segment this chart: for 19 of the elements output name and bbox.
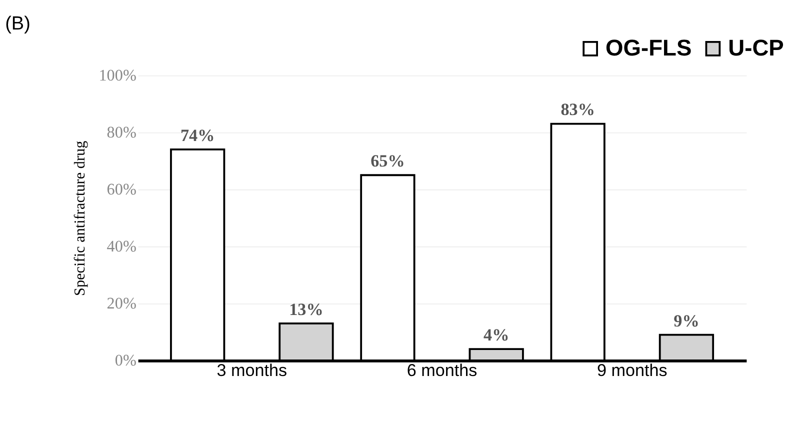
y-tick-label: 0% <box>114 352 136 370</box>
y-tick-label: 60% <box>106 182 136 199</box>
legend-label: OG-FLS <box>606 34 692 60</box>
data-label: 13% <box>289 300 324 319</box>
data-label: 9% <box>674 311 700 330</box>
chart-title: (B) <box>5 14 30 35</box>
x-tick-label: 6 months <box>406 361 478 380</box>
y-tick-label: 80% <box>106 124 136 142</box>
y-tick-label: 100% <box>98 68 136 85</box>
y-tick-label: 20% <box>106 296 136 313</box>
x-tick-label: 3 months <box>216 361 288 380</box>
data-label: 65% <box>370 152 405 171</box>
x-tick-label: 9 months <box>596 361 668 380</box>
data-label: 4% <box>484 326 510 345</box>
data-label: 74% <box>180 126 215 145</box>
data-label: 83% <box>560 100 595 120</box>
y-axis-title: Specific antifracture drug <box>71 140 88 296</box>
legend-label: U-CP <box>728 34 784 60</box>
y-tick-label: 40% <box>106 238 136 256</box>
